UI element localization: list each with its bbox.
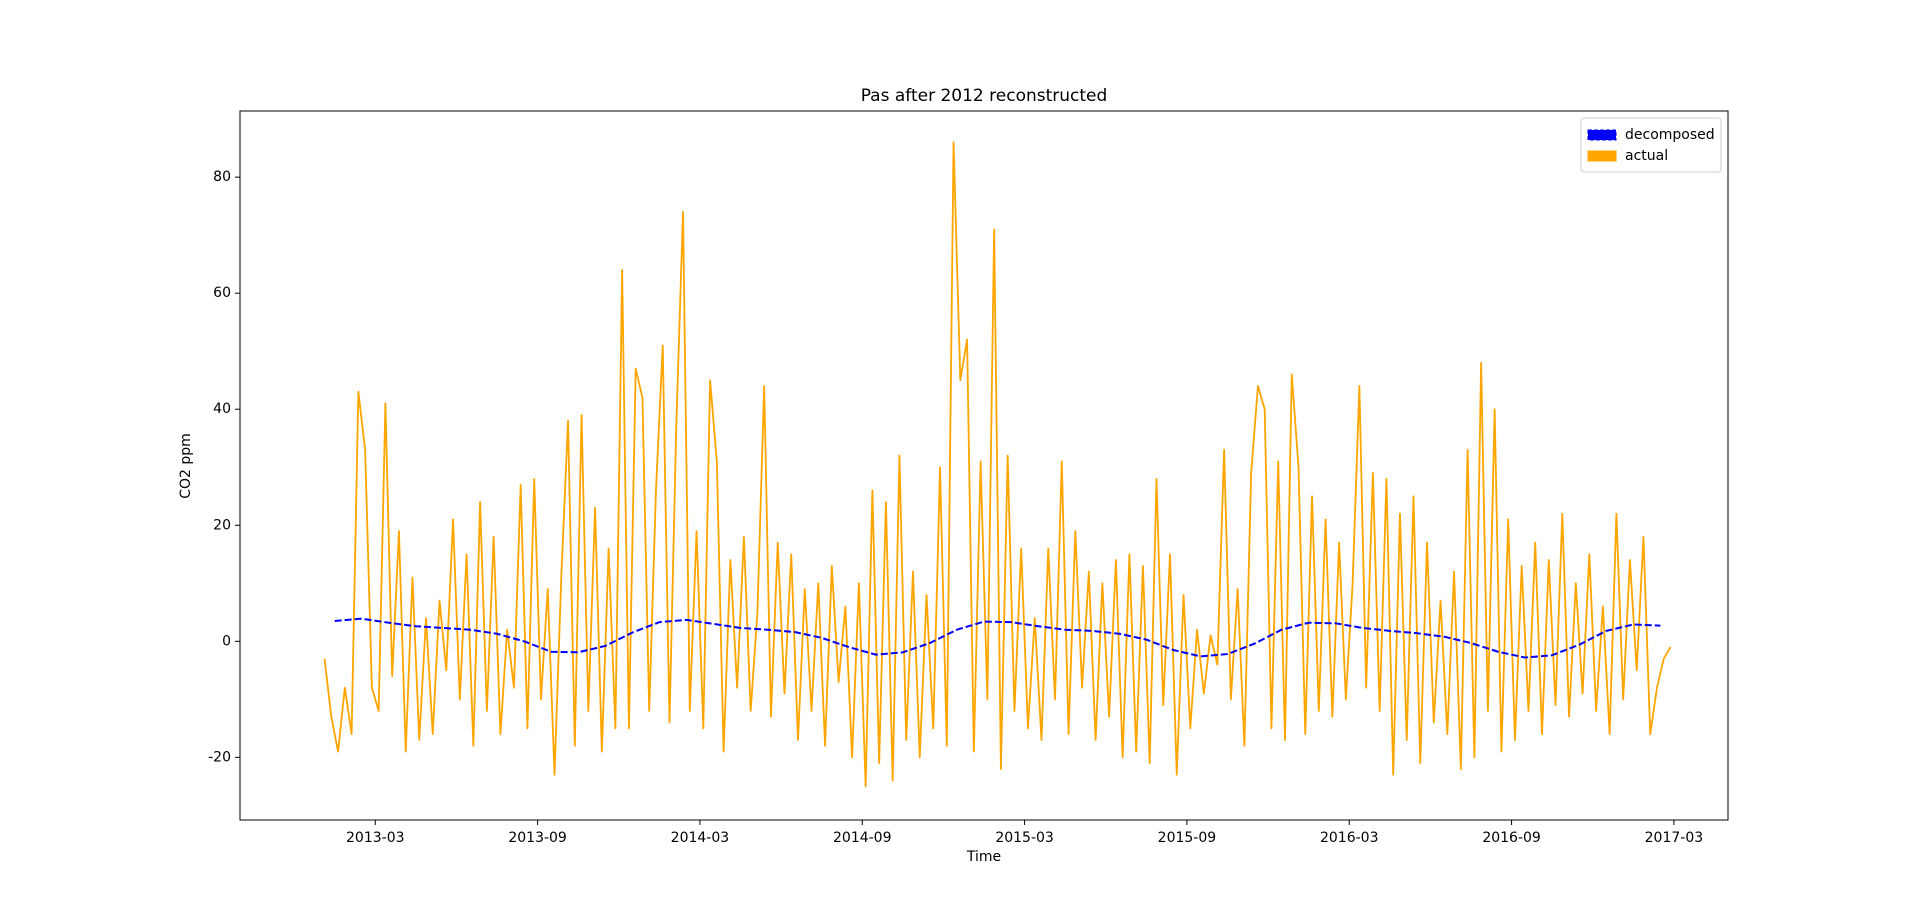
y-tick-label: 40 [213,401,231,417]
series-line [334,617,1661,659]
x-tick-label: 2013-03 [346,830,405,846]
x-tick-label: 2015-03 [995,830,1054,846]
x-tick-label: 2015-09 [1158,830,1217,846]
x-axis-label: Time [966,849,1001,865]
y-tick-label: -20 [208,749,231,765]
legend-swatch [1587,150,1617,162]
y-tick-label: 20 [213,517,231,533]
y-tick-label: 60 [213,285,231,301]
x-tick-label: 2014-09 [833,830,892,846]
series-line [323,141,1672,788]
legend: decomposed actual [1580,117,1722,173]
chart-title: Pas after 2012 reconstructed [861,86,1108,106]
plot-frame [239,110,1729,821]
legend-swatch [1587,129,1617,141]
x-tick-label: 2014-03 [671,830,730,846]
x-tick-label: 2016-03 [1320,830,1379,846]
y-axis-label: CO2 ppm [178,433,194,499]
legend-label: decomposed [1625,127,1715,143]
y-tick-label: 0 [222,633,231,649]
legend-label: actual [1625,148,1668,164]
x-tick-label: 2017-03 [1645,830,1704,846]
x-tick-label: 2016-09 [1482,830,1541,846]
y-tick-label: 80 [213,169,231,185]
x-tick-label: 2013-09 [508,830,567,846]
